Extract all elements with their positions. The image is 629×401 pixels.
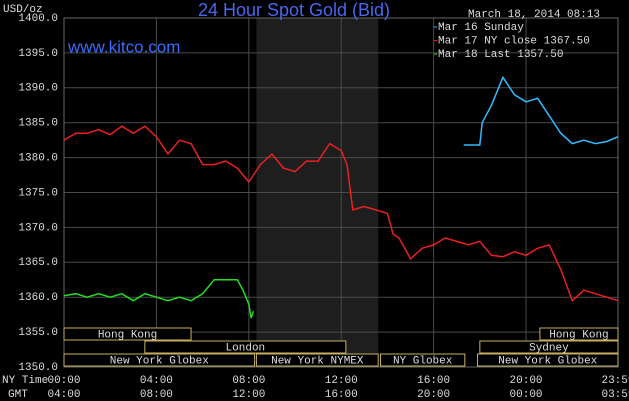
legend-entry: Mar 16 Sunday bbox=[438, 22, 524, 34]
session-box bbox=[380, 353, 466, 367]
session-box bbox=[63, 353, 256, 367]
series-line bbox=[63, 125, 619, 303]
session-box bbox=[63, 327, 192, 341]
line-layer bbox=[63, 75, 619, 319]
x-tick-label: 20:00 bbox=[510, 375, 543, 387]
x-tick-label: 00:00 bbox=[47, 375, 80, 387]
x-tick-label: 12:00 bbox=[325, 375, 358, 387]
gmt-tick-label: 04:00 bbox=[47, 389, 80, 401]
y-tick-label: 1370.0 bbox=[18, 222, 58, 234]
gmt-tick-label: 00:00 bbox=[510, 389, 543, 401]
y-tick-label: 1355.0 bbox=[18, 327, 58, 339]
y-tick-label: 1395.0 bbox=[18, 48, 58, 60]
session-box bbox=[255, 353, 379, 367]
y-tick-label: 1360.0 bbox=[18, 292, 58, 304]
y-unit: USD/oz bbox=[3, 4, 43, 16]
x-row-label: GMT bbox=[8, 389, 28, 401]
y-tick-label: 1365.0 bbox=[18, 257, 58, 269]
series-line bbox=[463, 75, 619, 146]
session-label: New York Globex bbox=[498, 355, 597, 367]
x-tick-label: 16:00 bbox=[417, 375, 450, 387]
session-label: New York Globex bbox=[110, 355, 209, 367]
x-tick-label: 23:59 bbox=[601, 375, 629, 387]
legend-entry: Mar 17 NY close 1367.50 bbox=[438, 35, 590, 47]
series-line bbox=[63, 279, 255, 319]
x-tick-label: 08:00 bbox=[232, 375, 265, 387]
gmt-tick-label: 03:59 bbox=[601, 389, 629, 401]
session-box bbox=[144, 340, 347, 354]
gmt-tick-label: 16:00 bbox=[325, 389, 358, 401]
legend-entry: Mar 18 Last 1357.50 bbox=[438, 49, 563, 61]
session-box bbox=[477, 353, 619, 367]
session-label: New York NYMEX bbox=[271, 355, 364, 367]
session-box bbox=[539, 327, 619, 341]
session-label: NY Globex bbox=[393, 355, 453, 367]
y-tick-label: 1385.0 bbox=[18, 118, 58, 130]
session-label: Hong Kong bbox=[98, 329, 157, 341]
y-tick-label: 1375.0 bbox=[18, 187, 58, 199]
x-tick-label: 04:00 bbox=[140, 375, 173, 387]
gmt-tick-label: 08:00 bbox=[140, 389, 173, 401]
plot-frame bbox=[63, 17, 619, 368]
gmt-tick-label: 12:00 bbox=[232, 389, 265, 401]
chart-title: 24 Hour Spot Gold (Bid) bbox=[198, 0, 390, 20]
session-label: London bbox=[226, 342, 266, 354]
y-tick-label: 1350.0 bbox=[18, 362, 58, 374]
y-tick-label: 1390.0 bbox=[18, 83, 58, 95]
website: www.kitco.com bbox=[67, 37, 180, 56]
session-box bbox=[479, 340, 619, 354]
y-tick-label: 1380.0 bbox=[18, 153, 58, 165]
timestamp: March 18, 2014 08:13 bbox=[468, 9, 600, 21]
y-tick-label: 1400.0 bbox=[18, 13, 58, 25]
session-label: Hong Kong bbox=[549, 329, 608, 341]
grid-layer bbox=[63, 17, 619, 368]
x-row-label: NY Time bbox=[2, 375, 48, 387]
gmt-tick-label: 20:00 bbox=[417, 389, 450, 401]
session-label: Sydney bbox=[529, 342, 569, 354]
